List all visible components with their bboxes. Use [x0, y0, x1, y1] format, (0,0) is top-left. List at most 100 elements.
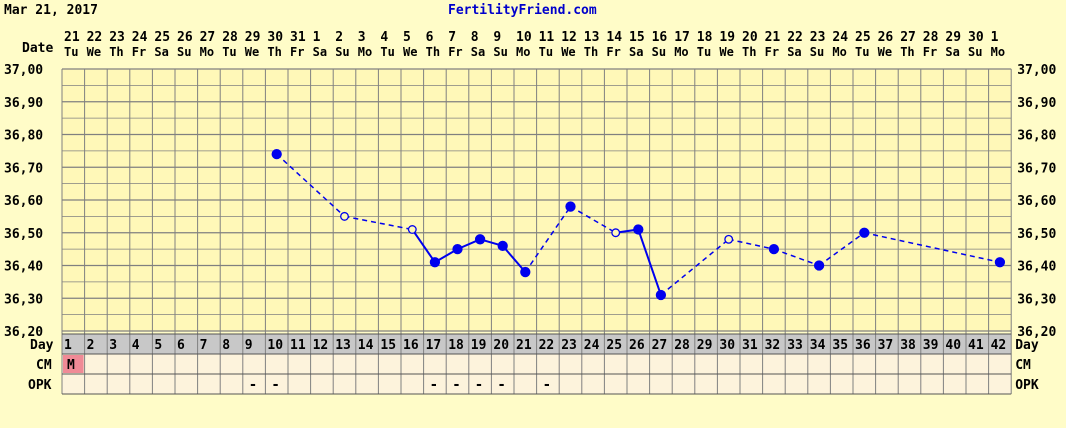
weekday-tick-label: Fr: [765, 45, 779, 59]
temperature-point: [340, 211, 349, 221]
temperature-point: [611, 228, 621, 238]
day-number-label: 19: [471, 338, 487, 353]
weekday-tick-label: We: [719, 45, 733, 59]
day-number-label: 12: [313, 338, 329, 353]
temperature-point: [994, 257, 1006, 268]
weekday-tick-label: Sa: [154, 45, 168, 59]
weekday-tick-label: Su: [652, 45, 666, 59]
weekday-tick-label: Su: [177, 45, 191, 59]
date-tick-label: 21: [765, 30, 781, 45]
date-tick-label: 29: [245, 30, 261, 45]
temperature-line-segment: [637, 229, 662, 296]
weekday-tick-label: We: [245, 45, 259, 59]
temperature-line-segment: [276, 153, 346, 217]
weekday-tick-label: Fr: [290, 45, 304, 59]
date-tick-label: 12: [561, 30, 577, 45]
y-tick-label: 36,60: [1017, 194, 1056, 209]
day-number-label: 13: [335, 338, 351, 353]
day-number-label: 28: [674, 338, 690, 353]
y-tick-label: 36,50: [1017, 227, 1056, 242]
weekday-tick-label: Tu: [697, 45, 711, 59]
date-tick-label: 23: [109, 30, 125, 45]
day-number-label: 2: [87, 338, 95, 353]
day-number-label: 23: [561, 338, 577, 353]
weekday-tick-label: Tu: [64, 45, 78, 59]
cm-row-label: CM: [36, 358, 52, 373]
weekday-tick-label: Th: [900, 45, 914, 59]
temperature-line-segment: [660, 238, 730, 296]
weekday-tick-label: Tu: [855, 45, 869, 59]
date-tick-label: 3: [358, 30, 366, 45]
temperature-point: [768, 243, 780, 255]
day-number-label: 6: [177, 338, 185, 353]
weekday-tick-label: Sa: [471, 45, 485, 59]
date-tick-label: 20: [742, 30, 758, 45]
weekday-tick-label: Mo: [516, 45, 530, 59]
weekday-tick-label: Sa: [313, 45, 327, 59]
temperature-point: [655, 289, 667, 301]
date-tick-label: 8: [471, 30, 479, 45]
weekday-tick-label: Mo: [674, 45, 688, 59]
weekday-tick-label: Fr: [448, 45, 462, 59]
day-number-label: 24: [584, 338, 600, 353]
day-number-label: 15: [380, 338, 396, 353]
day-number-label: 29: [697, 338, 713, 353]
weekday-tick-label: We: [878, 45, 892, 59]
y-tick-label: 36,30: [4, 292, 43, 307]
date-tick-label: 31: [290, 30, 306, 45]
date-tick-label: 24: [132, 30, 148, 45]
day-number-label: 34: [810, 338, 826, 353]
chart-date: Mar 21, 2017: [4, 3, 98, 18]
weekday-tick-label: We: [561, 45, 575, 59]
opk-value: -: [430, 377, 438, 393]
date-tick-label: 7: [448, 30, 456, 45]
date-tick-label: 2: [335, 30, 343, 45]
temperature-point: [565, 201, 576, 212]
date-tick-label: 30: [968, 30, 984, 45]
date-tick-label: 28: [222, 30, 238, 45]
date-tick-label: 4: [380, 30, 388, 45]
cm-value: M: [67, 358, 75, 373]
day-number-label: 11: [290, 338, 306, 353]
weekday-tick-label: Th: [109, 45, 123, 59]
date-label: Date: [22, 41, 53, 56]
date-tick-label: 25: [855, 30, 871, 45]
day-number-label: 4: [132, 338, 140, 353]
temperature-point: [813, 260, 825, 271]
day-row-label: Day: [1015, 338, 1039, 353]
opk-value: -: [271, 377, 279, 393]
date-tick-label: 23: [810, 30, 826, 45]
site-name-link[interactable]: FertilityFriend.com: [448, 3, 597, 18]
temperature-line-segment: [344, 215, 413, 231]
y-tick-label: 36,60: [4, 194, 43, 209]
weekday-tick-label: Th: [584, 45, 598, 59]
date-tick-label: 28: [923, 30, 939, 45]
day-number-label: 26: [629, 338, 645, 353]
weekday-tick-label: Tu: [380, 45, 394, 59]
y-tick-label: 36,20: [1017, 325, 1056, 340]
y-tick-label: 36,40: [1017, 260, 1056, 275]
temperature-point: [724, 234, 734, 244]
date-tick-label: 5: [403, 30, 411, 45]
opk-value: -: [543, 377, 551, 393]
weekday-tick-label: Th: [267, 45, 281, 59]
weekday-tick-label: Mo: [832, 45, 846, 59]
day-number-label: 10: [267, 338, 283, 353]
weekday-tick-label: Mo: [991, 45, 1005, 59]
day-number-label: 39: [923, 338, 939, 353]
date-tick-label: 18: [697, 30, 713, 45]
date-tick-label: 22: [87, 30, 103, 45]
y-tick-label: 36,90: [1017, 96, 1056, 111]
temperature-point: [859, 227, 870, 238]
opk-row-label: OPK: [28, 378, 52, 393]
date-tick-label: 26: [878, 30, 894, 45]
day-number-label: 35: [832, 338, 848, 353]
temperature-line-segment: [524, 206, 572, 273]
day-number-label: 33: [787, 338, 803, 353]
temperature-point: [633, 224, 644, 235]
date-tick-label: 6: [426, 30, 434, 45]
temperature-line-segment: [728, 238, 775, 250]
weekday-tick-label: Su: [493, 45, 507, 59]
day-number-label: 1: [64, 338, 72, 353]
